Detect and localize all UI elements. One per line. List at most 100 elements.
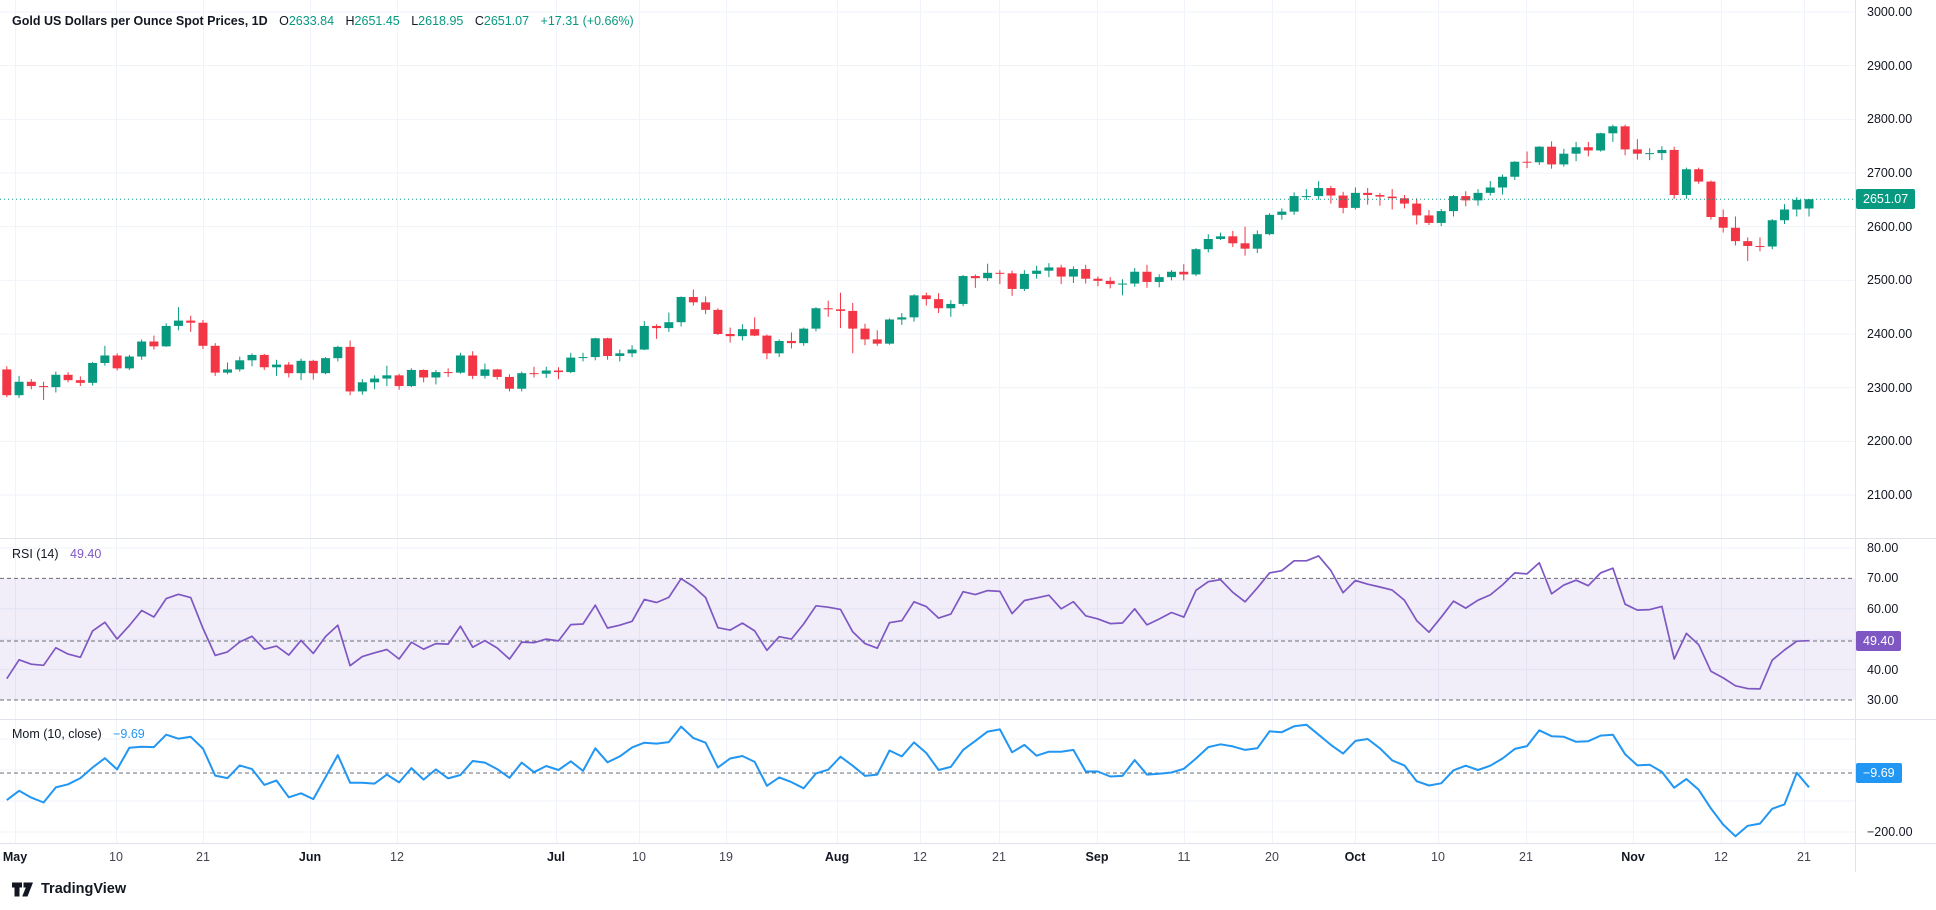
candle-body	[124, 356, 134, 369]
rsi-tick-label: 40.00	[1867, 662, 1899, 677]
rsi-tick-label: 80.00	[1867, 541, 1899, 555]
candle-body	[1780, 209, 1789, 221]
candle-body	[88, 362, 98, 383]
main-legend[interactable]: Gold US Dollars per Ounce Spot Prices, 1…	[12, 14, 634, 28]
last-price-badge: 2651.07	[1856, 189, 1916, 210]
price-tick-label: 2400.00	[1867, 327, 1913, 341]
candle-body	[1473, 192, 1483, 201]
rsi-line	[6, 555, 1810, 690]
close-value: 2651.07	[483, 14, 530, 28]
rsi-tick-label: 60.00	[1867, 601, 1899, 616]
candle-body	[1681, 169, 1691, 196]
price-scale[interactable]: 2651.07 49.40 −9.69 3000.00 2900.00 2800.0…	[1855, 0, 1936, 872]
candle-body	[1571, 147, 1581, 154]
candle-body	[455, 355, 465, 373]
candle-body	[14, 381, 24, 396]
candle-body	[1032, 270, 1042, 274]
price-tick-label: 2300.00	[1867, 380, 1913, 395]
candle-body	[872, 339, 882, 344]
time-tick-day-label: 21	[992, 850, 1006, 864]
candle-body	[701, 302, 711, 310]
candle-body	[1154, 277, 1164, 282]
candle-body	[1056, 267, 1066, 277]
candle-body	[799, 328, 809, 344]
candle-body	[1620, 126, 1630, 150]
high-value: 2651.45	[354, 14, 400, 28]
candle-body	[247, 354, 257, 361]
candle-body	[382, 375, 392, 379]
price-tick-label: 2600.00	[1867, 219, 1913, 234]
time-scale[interactable]: May 10 21 Jun 12 Jul 10 19 Aug 12 21 Sep 11 20 Oct 10 21…	[0, 843, 1855, 872]
mom-legend[interactable]: Mom (10, close) −9.69	[12, 727, 145, 741]
candle-body	[357, 382, 367, 392]
candle-body	[652, 325, 662, 329]
candle-body	[1461, 196, 1471, 201]
candle-body	[885, 319, 895, 344]
candle-body	[529, 373, 539, 375]
candle-body	[1387, 196, 1397, 199]
rsi-label: RSI (14)	[12, 547, 59, 561]
candle-body	[222, 369, 232, 373]
candle-body	[1412, 203, 1422, 216]
candle-body	[1277, 211, 1287, 215]
time-tick-day-label: 21	[1797, 850, 1811, 864]
candle-body	[860, 328, 870, 340]
time-tick-day-label: 10	[109, 850, 123, 864]
candle-body	[1583, 147, 1593, 151]
candle-body	[737, 329, 747, 337]
candle-body	[1191, 249, 1201, 275]
candle-body	[1363, 192, 1373, 196]
candle-body	[210, 345, 220, 373]
candle-body	[1093, 278, 1103, 281]
price-tick-label: 3000.00	[1867, 5, 1913, 19]
candle-body	[811, 308, 821, 329]
candle-body	[1608, 126, 1618, 134]
candle-body	[676, 296, 686, 323]
candle-body	[921, 295, 931, 300]
time-tick-month-label: Nov	[1621, 850, 1645, 864]
candle-body	[186, 320, 196, 323]
candle-body	[1326, 188, 1336, 196]
rsi-legend[interactable]: RSI (14) 49.40	[12, 547, 101, 561]
candle-body	[909, 295, 919, 318]
candle-body	[835, 309, 845, 311]
candle-body	[173, 320, 183, 326]
candle-body	[2, 369, 12, 396]
candle-body	[713, 309, 723, 334]
candle-body	[725, 334, 735, 337]
time-tick-day-label: 12	[913, 850, 927, 864]
mom-value-badge: −9.69	[1856, 763, 1902, 783]
candle-body	[688, 296, 698, 303]
candle-body	[1510, 161, 1520, 177]
time-tick-day-label: 11	[1177, 850, 1191, 864]
attribution[interactable]: TradingView	[12, 881, 126, 897]
candle-body	[1399, 198, 1409, 204]
mom-label: Mom (10, close)	[12, 727, 102, 741]
price-tick-label: 2800.00	[1867, 112, 1913, 127]
candle-body	[517, 373, 527, 389]
candle-body	[1448, 196, 1458, 212]
candle-body	[1252, 234, 1262, 249]
candle-body	[1498, 176, 1508, 188]
price-tick-label: 2200.00	[1867, 434, 1913, 449]
candle-body	[1424, 215, 1434, 223]
candle-body	[664, 322, 674, 329]
candle-body	[1007, 273, 1017, 289]
candle-body	[296, 360, 306, 374]
time-tick-day-label: 12	[1714, 850, 1728, 864]
time-tick-month-label: Oct	[1344, 850, 1366, 864]
candle-body	[1804, 199, 1814, 209]
chart-canvas[interactable]	[0, 0, 1936, 872]
candle-body	[75, 380, 85, 383]
candle-body	[1105, 280, 1115, 285]
rsi-tick-label: 70.00	[1867, 571, 1899, 586]
candle-body	[259, 354, 269, 368]
open-value: 2633.84	[288, 14, 335, 28]
candle-body	[235, 360, 245, 370]
candle-body	[1265, 214, 1275, 235]
candle-body	[541, 370, 551, 374]
candle-body	[1485, 187, 1495, 193]
candle-body	[554, 370, 563, 373]
symbol-title: Gold US Dollars per Ounce Spot Prices, 1…	[12, 14, 268, 28]
candle-body	[1130, 271, 1140, 284]
